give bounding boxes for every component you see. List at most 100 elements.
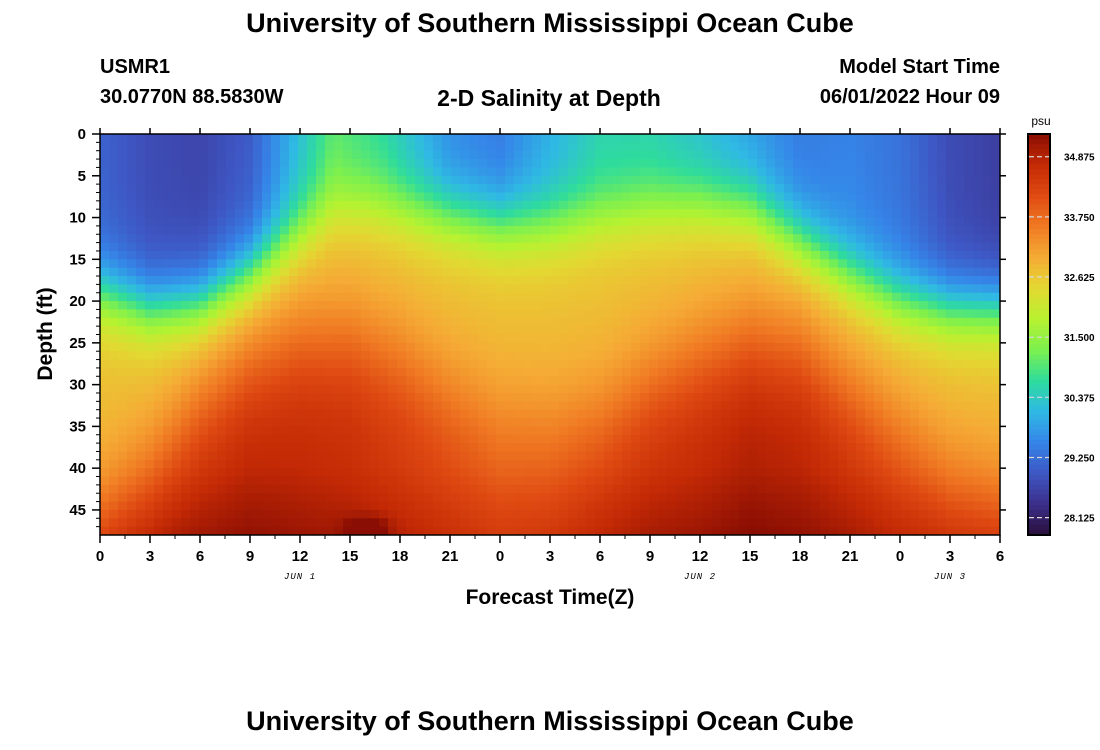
heatmap-cell xyxy=(271,334,281,344)
heatmap-cell xyxy=(127,234,137,244)
heatmap-cell xyxy=(739,184,749,194)
heatmap-cell xyxy=(757,175,767,185)
heatmap-cell xyxy=(136,234,146,244)
heatmap-cell xyxy=(379,401,389,411)
heatmap-cell xyxy=(856,284,866,294)
heatmap-cell xyxy=(424,518,434,528)
heatmap-cell xyxy=(136,250,146,260)
heatmap-cell xyxy=(892,192,902,202)
heatmap-cell xyxy=(550,217,560,227)
heatmap-cell xyxy=(748,384,758,394)
heatmap-cell xyxy=(892,209,902,219)
heatmap-cell xyxy=(325,276,335,285)
heatmap-cell xyxy=(307,501,317,511)
heatmap-cell xyxy=(316,409,326,419)
heatmap-cell xyxy=(334,317,344,327)
heatmap-cell xyxy=(694,451,704,461)
heatmap-cell xyxy=(298,409,308,419)
heatmap-cell xyxy=(694,167,704,177)
heatmap-cell xyxy=(604,443,614,453)
heatmap-cell xyxy=(460,459,470,469)
heatmap-cell xyxy=(739,443,749,453)
heatmap-cell xyxy=(127,250,137,260)
heatmap-cell xyxy=(703,142,713,152)
heatmap-cell xyxy=(388,342,398,352)
heatmap-cell xyxy=(298,234,308,244)
heatmap-cell xyxy=(838,518,848,528)
heatmap-cell xyxy=(604,317,614,327)
heatmap-cell xyxy=(775,384,785,394)
heatmap-cell xyxy=(496,409,506,419)
heatmap-cell xyxy=(847,317,857,327)
heatmap-cell xyxy=(244,250,254,260)
heatmap-cell xyxy=(451,459,461,469)
heatmap-cell xyxy=(118,443,128,453)
heatmap-cell xyxy=(982,284,992,294)
heatmap-cell xyxy=(127,501,137,511)
heatmap-cell xyxy=(793,359,803,369)
heatmap-cell xyxy=(838,392,848,402)
heatmap-cell xyxy=(586,234,596,244)
heatmap-cell xyxy=(613,326,623,336)
heatmap-cell xyxy=(469,367,479,377)
heatmap-cell xyxy=(631,418,641,427)
heatmap-cell xyxy=(640,434,650,444)
heatmap-cell xyxy=(676,292,686,302)
heatmap-cell xyxy=(847,167,857,177)
heatmap-cell xyxy=(532,367,542,377)
heatmap-cell xyxy=(136,142,146,152)
heatmap-cell xyxy=(244,401,254,411)
heatmap-cell xyxy=(532,309,542,319)
heatmap-cell xyxy=(406,284,416,294)
heatmap-cell xyxy=(406,401,416,411)
heatmap-cell xyxy=(316,401,326,411)
heatmap-cell xyxy=(316,326,326,336)
heatmap-cell xyxy=(856,200,866,210)
heatmap-cell xyxy=(973,267,983,277)
heatmap-cell xyxy=(469,434,479,444)
heatmap-cell xyxy=(532,217,542,227)
heatmap-cell xyxy=(118,267,128,277)
heatmap-cell xyxy=(568,342,578,352)
heatmap-cell xyxy=(334,451,344,461)
heatmap-cell xyxy=(847,334,857,344)
heatmap-cell xyxy=(712,209,722,219)
heatmap-cell xyxy=(370,401,380,411)
x-tick-label: 9 xyxy=(646,548,654,565)
heatmap-cell xyxy=(181,225,191,235)
heatmap-cell xyxy=(154,276,164,285)
heatmap-cell xyxy=(676,359,686,369)
heatmap-cell xyxy=(424,317,434,327)
heatmap-cell xyxy=(730,334,740,344)
heatmap-cell xyxy=(424,342,434,352)
heatmap-cell xyxy=(181,326,191,336)
heatmap-cell xyxy=(874,250,884,260)
heatmap-cell xyxy=(910,326,920,336)
colorbar-band xyxy=(1028,264,1050,270)
x-tick-label: 21 xyxy=(842,548,859,565)
heatmap-cell xyxy=(118,326,128,336)
heatmap-cell xyxy=(658,484,668,494)
heatmap-cell xyxy=(865,359,875,369)
heatmap-cell xyxy=(964,443,974,453)
heatmap-cell xyxy=(244,493,254,503)
heatmap-cell xyxy=(694,493,704,503)
heatmap-cell xyxy=(964,518,974,528)
heatmap-cell xyxy=(172,184,182,194)
heatmap-cell xyxy=(874,184,884,194)
heatmap-cell xyxy=(118,426,128,436)
heatmap-cell xyxy=(208,468,218,478)
heatmap-cell xyxy=(766,484,776,494)
heatmap-cell xyxy=(757,167,767,177)
heatmap-cell xyxy=(829,342,839,352)
heatmap-cell xyxy=(496,518,506,528)
heatmap-cell xyxy=(127,259,137,269)
heatmap-cell xyxy=(136,242,146,252)
heatmap-cell xyxy=(406,367,416,377)
heatmap-cell xyxy=(388,267,398,277)
heatmap-cell xyxy=(478,434,488,444)
heatmap-cell xyxy=(415,200,425,210)
heatmap-cell xyxy=(973,292,983,302)
heatmap-cell xyxy=(532,434,542,444)
heatmap-cell xyxy=(829,200,839,210)
